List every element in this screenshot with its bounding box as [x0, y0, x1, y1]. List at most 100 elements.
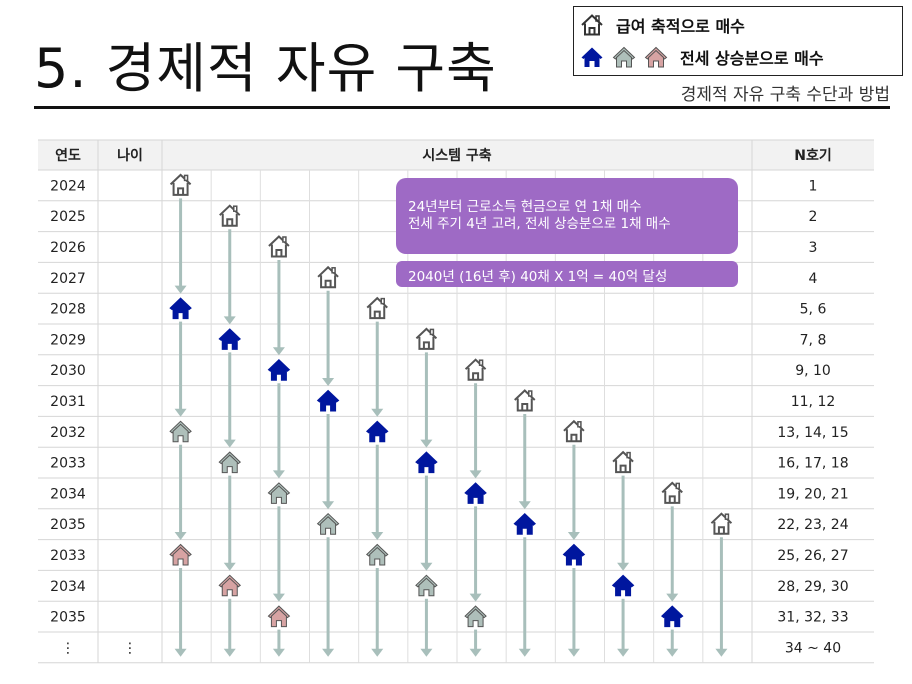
- cell-count: 4: [809, 271, 818, 287]
- goal-note: 2040년 (16년 후) 40채 X 1억 = 40억 달성: [396, 261, 738, 287]
- timeline-arrow-head: [469, 648, 482, 657]
- cell-count: 31, 32, 33: [777, 610, 848, 626]
- timeline-arrow-head: [617, 562, 630, 571]
- blue-house-icon: [415, 451, 438, 474]
- legend-label-salary: 급여 축적으로 매수: [616, 17, 745, 36]
- title-underline: [34, 106, 890, 109]
- timeline-arrow-head: [567, 532, 580, 540]
- outline-house-icon: [366, 296, 388, 320]
- timeline-arrow-head: [420, 439, 433, 448]
- cell-count: 2: [809, 209, 818, 225]
- cell-year: 2034: [50, 579, 86, 595]
- outline-house-icon: [514, 389, 536, 412]
- strategy-note: 24년부터 근로소득 현금으로 연 1채 매수 전세 주기 4년 고려, 전세 …: [396, 178, 738, 254]
- blue-house-icon: [316, 389, 340, 412]
- timeline-arrow-head: [322, 378, 335, 386]
- blue-house-icon: [611, 574, 635, 597]
- header-system: 시스템 구축: [422, 147, 491, 164]
- pink-house-icon: [267, 605, 291, 628]
- blue-house-icon: [218, 328, 242, 350]
- cell-count: 28, 29, 30: [777, 579, 848, 595]
- legend-label-jeonse: 전세 상승분으로 매수: [680, 49, 824, 68]
- outline-house-icon: [563, 419, 585, 443]
- cell-year: 2029: [50, 332, 86, 348]
- timeline-arrow-head: [666, 648, 679, 657]
- pink-house-icon: [169, 543, 192, 566]
- timeline-arrow-head: [371, 532, 384, 540]
- cell-count: 5, 6: [800, 302, 827, 318]
- page-title: 5. 경제적 자유 구축: [34, 37, 497, 100]
- timeline-arrow-head: [174, 408, 187, 417]
- pink-house-icon: [644, 46, 668, 68]
- timeline-arrow-head: [322, 648, 335, 657]
- cell-year: 2028: [50, 302, 86, 318]
- blue-house-icon: [169, 297, 192, 320]
- blue-house-icon: [267, 359, 291, 381]
- timeline-arrow-head: [174, 285, 187, 294]
- cell-count: 22, 23, 24: [777, 517, 848, 533]
- timeline-arrow-head: [420, 648, 433, 657]
- outline-house-icon: [464, 358, 487, 381]
- blue-house-icon: [513, 513, 537, 535]
- gray-house-icon: [316, 513, 340, 535]
- header-year: 연도: [55, 148, 81, 164]
- legend-row-salary: 급여 축적으로 매수: [580, 13, 745, 37]
- timeline-arrow-head: [223, 648, 236, 657]
- cell-year: 2033: [50, 548, 86, 564]
- blue-house-icon: [581, 47, 603, 67]
- outline-house-icon: [612, 450, 634, 474]
- gray-house-icon: [464, 605, 487, 628]
- outline-house-icon: [169, 173, 192, 196]
- timeline-arrow-head: [371, 648, 384, 657]
- cell-count: 9, 10: [795, 363, 831, 379]
- page-subtitle: 경제적 자유 구축 수단과 방법: [680, 85, 890, 105]
- blue-house-icon: [365, 420, 389, 443]
- cell-year: 2026: [50, 240, 86, 256]
- gray-house-icon: [218, 451, 242, 474]
- cell-count: 11, 12: [791, 394, 836, 410]
- table-header-bg: [38, 140, 874, 170]
- timeline-arrow-head: [322, 501, 335, 510]
- timeline-arrow-head: [567, 648, 580, 657]
- legend-box: 급여 축적으로 매수 전세 상승분으로 매수: [573, 6, 903, 76]
- timeline-arrow-head: [272, 648, 285, 657]
- timeline-arrow-head: [272, 593, 285, 602]
- strategy-note-line-1: 24년부터 근로소득 현금으로 연 1채 매수: [408, 199, 642, 215]
- pink-house-icon: [218, 574, 242, 597]
- timeline-arrow-head: [715, 648, 728, 657]
- cell-year: 2035: [50, 517, 86, 533]
- outline-house-icon: [710, 512, 733, 535]
- cell-year: 2031: [50, 394, 86, 410]
- cell-year: 2025: [50, 209, 86, 225]
- timeline-arrow-head: [469, 593, 482, 602]
- cell-count: 7, 8: [800, 332, 827, 348]
- timeline-arrow-head: [272, 470, 285, 479]
- cell-age: ⋮: [123, 640, 137, 656]
- cell-count: 1: [809, 178, 818, 194]
- strategy-note-line-2: 전세 주기 4년 고려, 전세 상승분으로 1채 매수: [408, 216, 671, 232]
- cell-year: 2033: [50, 456, 86, 472]
- cell-count: 3: [809, 240, 818, 256]
- timeline-arrow-head: [223, 316, 236, 325]
- gray-house-icon: [267, 482, 291, 504]
- blue-house-icon: [464, 482, 487, 504]
- timeline-arrow-head: [518, 501, 531, 510]
- blue-house-icon: [562, 543, 586, 566]
- timeline-arrow-head: [666, 593, 679, 602]
- gray-house-icon: [612, 46, 636, 68]
- cell-year: ⋮: [61, 640, 75, 656]
- outline-house-icon: [268, 235, 290, 258]
- header-count: N호기: [794, 148, 831, 164]
- cell-year: 2032: [50, 425, 86, 441]
- cell-year: 2034: [50, 486, 86, 502]
- timeline-arrow-head: [174, 532, 187, 540]
- timeline-arrow-head: [617, 648, 630, 657]
- cell-year: 2024: [50, 178, 86, 194]
- outline-house-icon: [317, 265, 339, 289]
- cell-count: 16, 17, 18: [777, 456, 848, 472]
- cell-year: 2027: [50, 271, 86, 287]
- timeline-arrow-head: [371, 408, 384, 417]
- gray-house-icon: [169, 420, 192, 443]
- cell-count: 34 ~ 40: [785, 640, 841, 656]
